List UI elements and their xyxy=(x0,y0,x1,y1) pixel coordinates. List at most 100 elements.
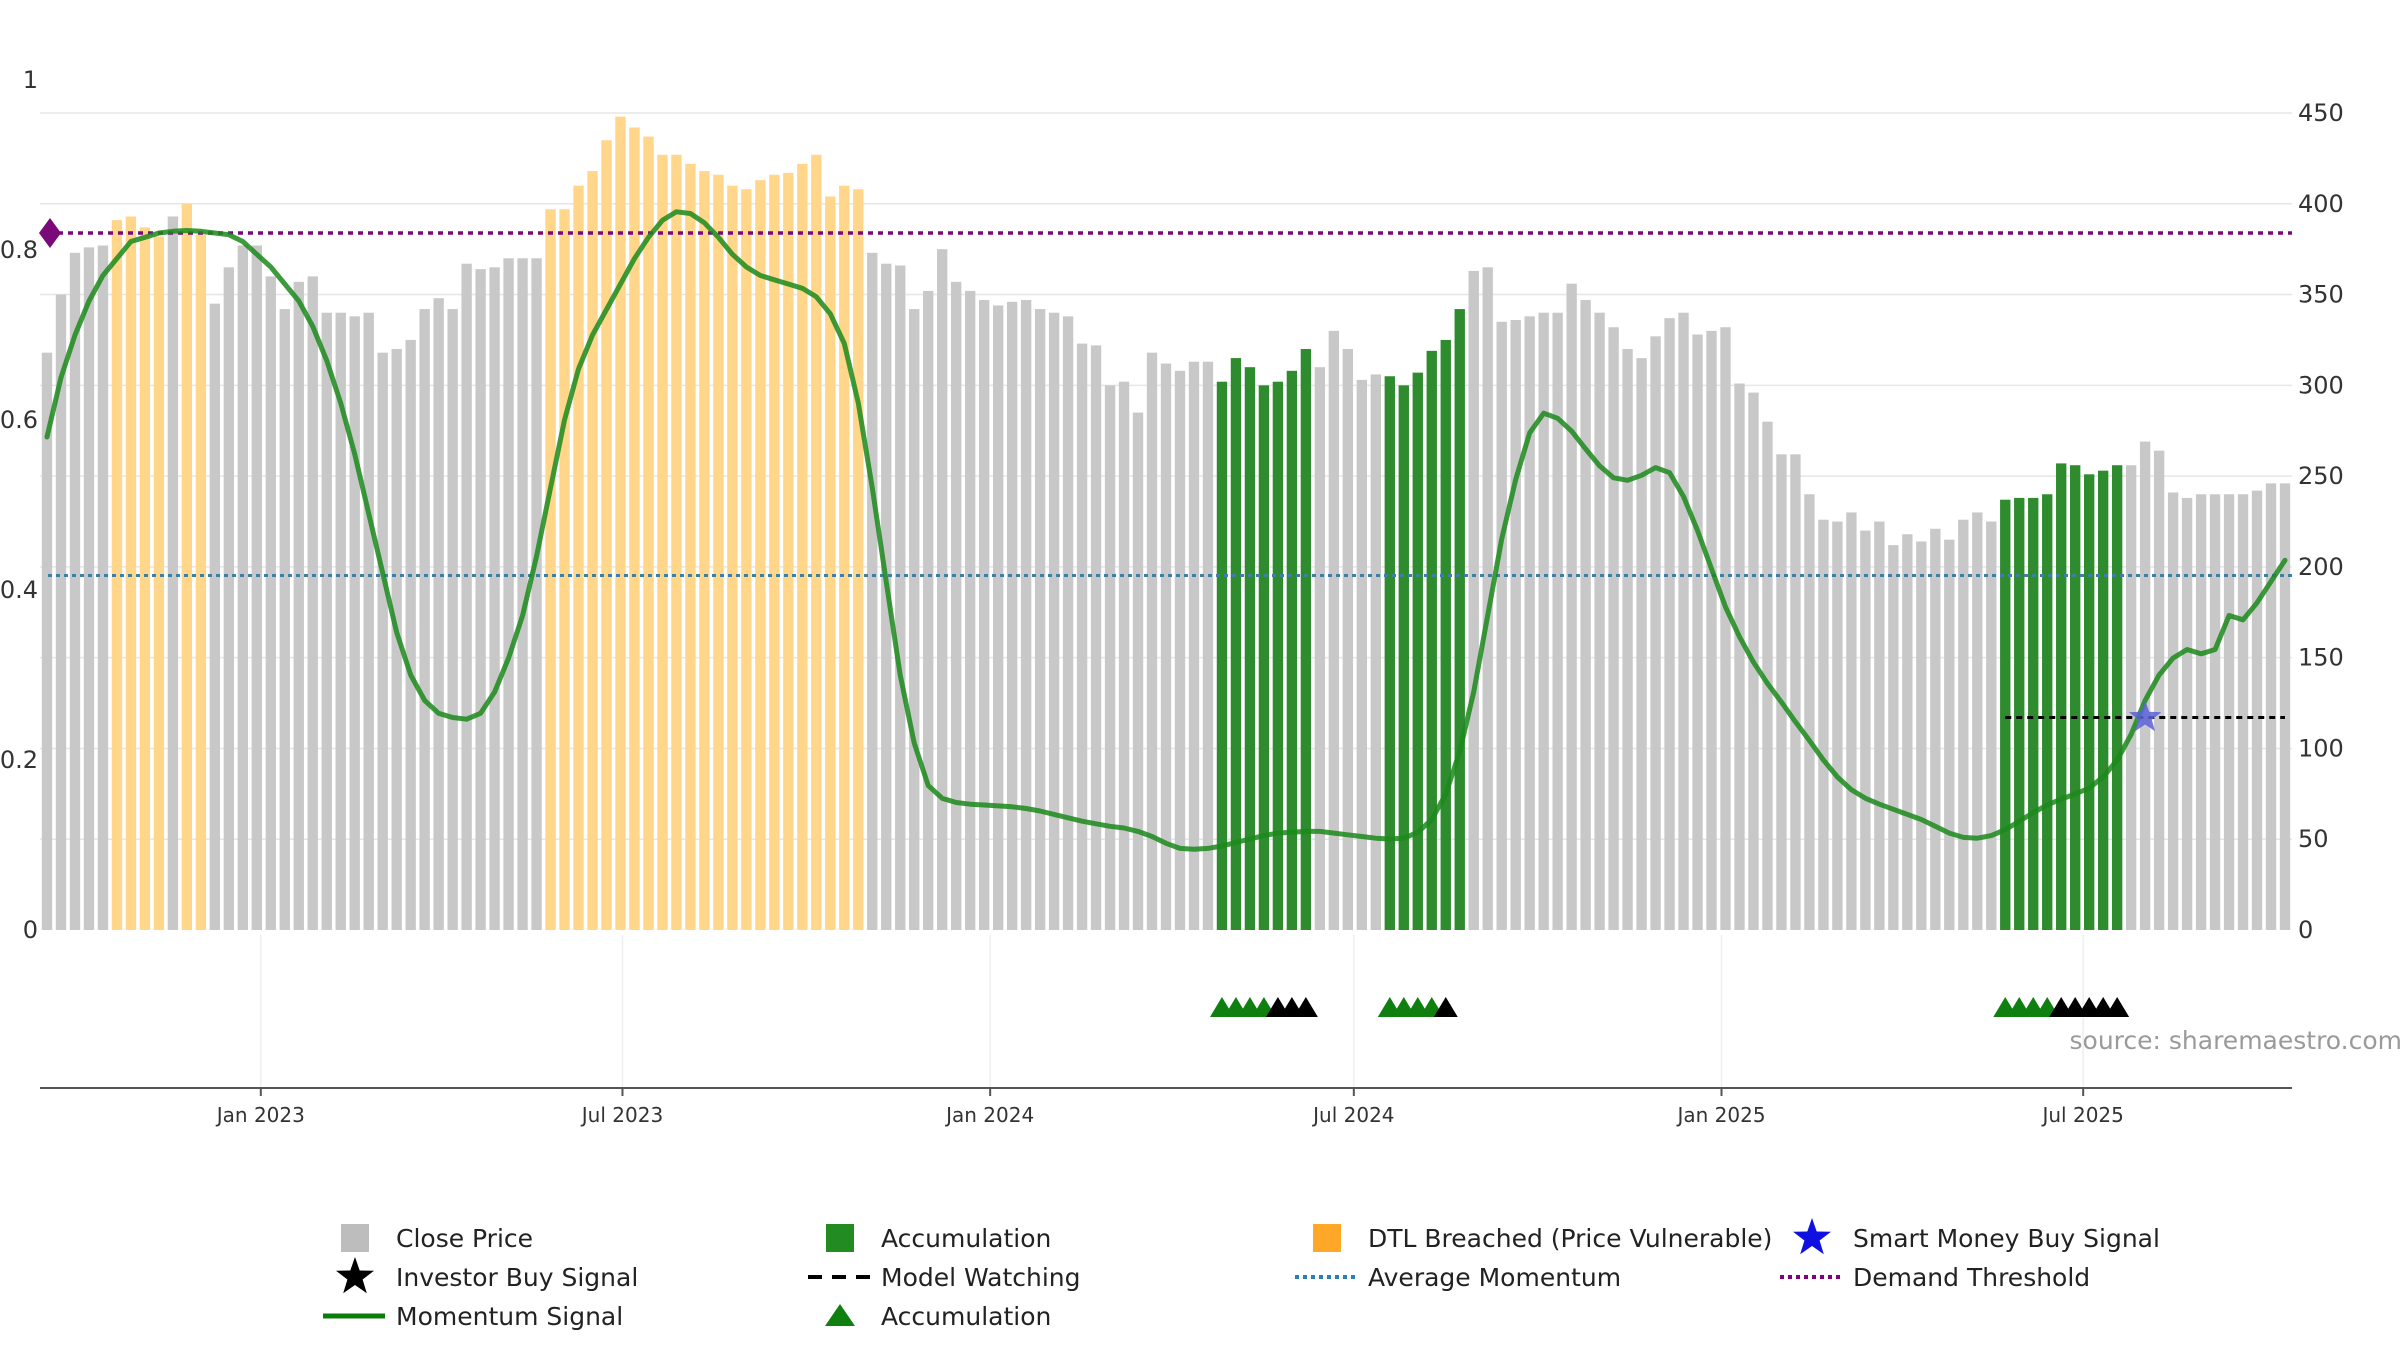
close-price-bar xyxy=(294,282,304,930)
price-bars xyxy=(42,117,2290,930)
dtl-breached-bar xyxy=(587,171,597,930)
dtl-breached-bar xyxy=(140,227,150,930)
close-price-bar xyxy=(965,291,975,930)
close-price-bar xyxy=(1790,454,1800,930)
close-price-bar xyxy=(2252,491,2262,930)
dtl-breached-bar xyxy=(615,117,625,930)
dtl-breached-bar xyxy=(853,189,863,930)
close-price-bar xyxy=(475,269,485,930)
close-price-bar xyxy=(1888,545,1898,930)
legend-triangle-icon xyxy=(825,1304,855,1326)
close-price-bar xyxy=(1706,331,1716,930)
dtl-breached-bar xyxy=(559,209,569,930)
close-price-bar xyxy=(895,266,905,930)
close-price-bar xyxy=(909,309,919,930)
dtl-breached-bar xyxy=(657,155,667,930)
legend-item-smart: Smart Money Buy Signal xyxy=(1793,1218,2160,1254)
close-price-bar xyxy=(98,246,108,930)
close-price-bar xyxy=(1832,522,1842,931)
close-price-bar xyxy=(503,258,513,930)
close-price-bar xyxy=(1091,345,1101,930)
legend-item-dtl: DTL Breached (Price Vulnerable) xyxy=(1313,1224,1772,1253)
legend-item-watching: Model Watching xyxy=(808,1263,1081,1292)
right-axis-tick-label: 200 xyxy=(2298,553,2344,581)
accumulation-bar xyxy=(1427,351,1437,930)
accumulation-bar xyxy=(2014,498,2024,930)
close-price-bar xyxy=(1077,344,1087,930)
close-price-bar xyxy=(923,291,933,930)
close-price-bar xyxy=(238,246,248,930)
right-axis-tick-label: 50 xyxy=(2298,825,2329,853)
dtl-breached-bar xyxy=(797,164,807,930)
close-price-bar xyxy=(405,340,415,930)
close-price-bar xyxy=(1357,380,1367,930)
left-axis-tick-label: 1 xyxy=(23,66,38,94)
dtl-breached-bar xyxy=(755,180,765,930)
dtl-breached-bar xyxy=(196,235,206,930)
accumulation-bar xyxy=(2070,465,2080,930)
close-price-bar xyxy=(70,253,80,930)
close-price-bar xyxy=(419,309,429,930)
accumulation-bar xyxy=(1287,371,1297,930)
close-price-bar xyxy=(1734,384,1744,930)
dtl-breached-bar xyxy=(601,140,611,930)
close-price-bar xyxy=(951,282,961,930)
close-price-bar xyxy=(2126,465,2136,930)
right-axis-tick-label: 0 xyxy=(2298,916,2313,944)
accumulation-bar xyxy=(1273,382,1283,930)
close-price-bar xyxy=(1594,313,1604,930)
legend-item-investor: Investor Buy Signal xyxy=(336,1257,638,1293)
close-price-bar xyxy=(1678,313,1688,930)
close-price-bar xyxy=(224,267,234,930)
accumulation-bar xyxy=(2042,494,2052,930)
legend-item-close: Close Price xyxy=(341,1224,533,1253)
close-price-bar xyxy=(1566,284,1576,930)
demand-threshold-marker xyxy=(39,218,61,248)
source-label: source: sharemaestro.com xyxy=(2070,1026,2400,1055)
legend-swatch xyxy=(826,1224,854,1252)
close-price-bar xyxy=(1343,349,1353,930)
close-price-bar xyxy=(1958,520,1968,930)
close-price-bar xyxy=(993,305,1003,930)
accumulation-bar xyxy=(1413,373,1423,930)
close-price-bar xyxy=(447,309,457,930)
legend-label: Accumulation xyxy=(881,1302,1051,1331)
legend-label: Smart Money Buy Signal xyxy=(1853,1224,2160,1253)
x-tick-label: Jul 2024 xyxy=(1311,1103,1394,1127)
close-price-bar xyxy=(1189,362,1199,930)
close-price-bar xyxy=(1329,331,1339,930)
right-axis-tick-label: 100 xyxy=(2298,734,2344,762)
close-price-bar xyxy=(2196,494,2206,930)
close-price-bar xyxy=(364,313,374,930)
close-price-bar xyxy=(1497,322,1507,930)
close-price-bar xyxy=(1021,300,1031,930)
accumulation-bar xyxy=(1385,376,1395,930)
close-price-bar xyxy=(1007,302,1017,930)
accumulation-bar xyxy=(1441,340,1451,930)
close-price-bar xyxy=(168,216,178,930)
dtl-breached-bar xyxy=(741,189,751,930)
close-price-bar xyxy=(2224,494,2234,930)
close-price-bar xyxy=(1133,413,1143,930)
accumulation-bar xyxy=(1259,385,1269,930)
close-price-bar xyxy=(350,316,360,930)
dtl-breached-bar xyxy=(811,155,821,930)
close-price-bar xyxy=(2168,492,2178,930)
dtl-breached-bar xyxy=(126,216,136,930)
left-axis-tick-label: 0.8 xyxy=(0,236,38,264)
legend-item-demand: Demand Threshold xyxy=(1780,1263,2090,1292)
close-price-bar xyxy=(937,249,947,930)
close-price-bar xyxy=(322,313,332,930)
close-price-bar xyxy=(210,304,220,930)
close-price-bar xyxy=(1692,334,1702,930)
close-price-bar xyxy=(2238,494,2248,930)
legend-item-momentum: Momentum Signal xyxy=(323,1302,623,1331)
dtl-breached-bar xyxy=(182,204,192,930)
legend: Close Price Accumulation DTL Breached (Pri… xyxy=(323,1218,2160,1331)
close-price-bar xyxy=(1063,316,1073,930)
accumulation-bar xyxy=(2112,465,2122,930)
close-price-bar xyxy=(1650,336,1660,930)
x-tick-label: Jan 2023 xyxy=(215,1103,305,1127)
